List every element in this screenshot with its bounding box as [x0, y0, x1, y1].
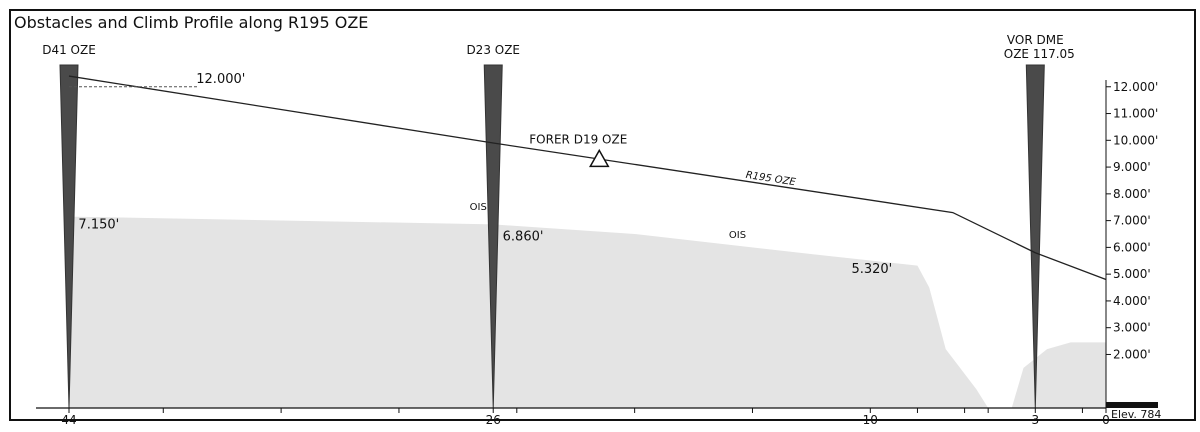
y-axis-tick-label: 4.000' [1113, 294, 1151, 308]
climb-profile-layer [68, 75, 1107, 281]
fix-marker [483, 64, 503, 409]
obstacle-height-label: 7.150' [78, 218, 119, 233]
elevation-label: Elev. 784 [1111, 408, 1161, 421]
x-axis-tick-label: 3 [1031, 413, 1039, 427]
waypoint-label: FORER D19 OZE [529, 132, 627, 146]
chart-title: Obstacles and Climb Profile along R195 O… [14, 13, 368, 32]
y-axis-tick-label: 6.000' [1113, 240, 1151, 254]
x-axis-tick-label: 10 [863, 413, 878, 427]
y-axis-tick-label: 3.000' [1113, 321, 1151, 335]
ois-label: OIS [729, 230, 746, 241]
y-axis-tick-label: 2.000' [1113, 347, 1151, 361]
y-axis-tick-label: 9.000' [1113, 160, 1151, 174]
x-axis-tick-label: 26 [486, 413, 501, 427]
ois-area [69, 216, 1106, 408]
x-axis-tick-label: 44 [61, 413, 76, 427]
y-axis-tick-label: 12.000' [1113, 80, 1158, 94]
obstacle-height-label: 6.860' [503, 230, 544, 245]
y-axis-tick-label: 5.000' [1113, 267, 1151, 281]
y-axis-tick-label: 8.000' [1113, 187, 1151, 201]
obstacle-height-label: 5.320' [851, 262, 892, 277]
climb-profile-line [68, 75, 1107, 281]
altitude-label: 12.000' [196, 72, 245, 87]
fix-label: VOR DME [1007, 33, 1064, 47]
fix-marker [59, 64, 79, 409]
fix-marker [1025, 64, 1045, 409]
waypoint-triangle [589, 148, 610, 168]
y-axis-tick-label: 11.000' [1113, 107, 1158, 121]
fix-label: D41 OZE [42, 43, 96, 57]
y-axis-tick-label: 7.000' [1113, 214, 1151, 228]
fix-frequency-label: OZE 117.05 [1004, 47, 1075, 61]
x-axis-tick-label: 0 [1102, 413, 1110, 427]
fix-markers-layer [59, 64, 1045, 409]
chart-frame [9, 9, 1196, 421]
fix-label: D23 OZE [466, 43, 520, 57]
elevation-bar [1106, 402, 1158, 408]
y-axis-tick-label: 10.000' [1113, 133, 1158, 147]
ois-area-layer [69, 216, 1106, 408]
ois-label: OIS [470, 202, 487, 213]
axes-layer: 44 26 10 3 0 12.000' 11.000' 10.000' 9.000' 8.000… [36, 80, 1161, 427]
